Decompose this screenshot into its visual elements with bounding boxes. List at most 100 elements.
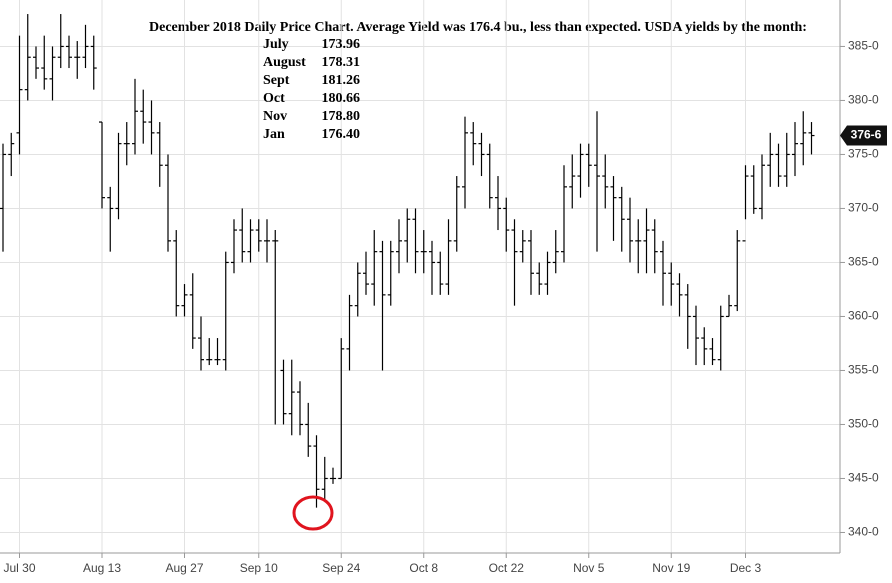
ohlc-bar <box>701 327 708 366</box>
ohlc-bar <box>577 143 584 198</box>
ohlc-bar <box>717 305 724 371</box>
ohlc-bar <box>511 219 518 306</box>
yield-month: Oct <box>263 91 285 106</box>
ohlc-bar <box>445 219 452 295</box>
ohlc-bar <box>363 251 369 295</box>
x-tick-label: Aug 27 <box>165 561 203 575</box>
ohlc-bar <box>173 230 180 317</box>
ohlc-bar <box>618 186 625 252</box>
x-tick-label: Nov 19 <box>652 561 690 575</box>
yield-value: 173.96 <box>322 37 361 52</box>
ohlc-bar <box>90 35 97 90</box>
ohlc-bar <box>115 132 122 220</box>
ohlc-bar <box>775 143 782 187</box>
y-tick-label: 350-0 <box>848 417 879 431</box>
ohlc-bar <box>264 219 270 263</box>
ohlc-bar <box>660 240 666 306</box>
ohlc-bar <box>561 165 567 263</box>
yield-value: 180.66 <box>322 91 361 106</box>
ohlc-bar <box>305 402 312 457</box>
ohlc-bar <box>808 122 815 155</box>
x-tick-label: Sep 10 <box>240 561 278 575</box>
ohlc-bar <box>437 251 444 295</box>
ohlc-bar <box>222 251 229 371</box>
x-tick-label: Oct 22 <box>489 561 525 575</box>
ohlc-bar <box>759 154 765 220</box>
ohlc-bar <box>16 35 23 155</box>
ohlc-bar <box>528 230 534 295</box>
ohlc-bar <box>478 132 485 177</box>
highlight-circle <box>292 495 334 531</box>
ohlc-bar <box>354 262 361 317</box>
ohlc-bar <box>750 165 757 214</box>
ohlc-bar <box>552 230 559 274</box>
ohlc-bar <box>536 262 543 295</box>
ohlc-bar <box>107 186 114 252</box>
ohlc-bar <box>396 219 402 274</box>
ohlc-bar <box>280 359 287 425</box>
ohlc-bar <box>693 305 699 366</box>
ohlc-bar <box>371 230 378 306</box>
ohlc-bar <box>503 197 510 252</box>
ohlc-bar <box>321 456 328 501</box>
ohlc-bar <box>486 143 493 209</box>
ohlc-bar <box>132 78 138 155</box>
ohlc-bar <box>420 230 427 274</box>
ohlc-bar <box>387 240 394 306</box>
yield-value: 178.80 <box>322 109 361 124</box>
x-tick-label: Sep 24 <box>322 561 360 575</box>
ohlc-bar <box>585 143 592 187</box>
y-tick-label: 340-0 <box>848 525 879 539</box>
ohlc-bar <box>602 154 609 209</box>
ohlc-bar <box>181 284 188 317</box>
ohlc-bar <box>214 338 221 366</box>
x-tick-label: Jul 30 <box>3 561 35 575</box>
x-tick-label: Oct 8 <box>409 561 438 575</box>
y-tick-label: 370-0 <box>848 201 879 215</box>
ohlc-bar <box>247 219 254 263</box>
y-tick-label: 385-0 <box>848 39 879 53</box>
ohlc-bar <box>668 262 675 306</box>
yield-month: Sept <box>263 73 290 88</box>
ohlc-bar <box>404 208 411 263</box>
ohlc-bar <box>49 46 56 101</box>
ohlc-bar <box>297 381 303 436</box>
y-tick-label: 380-0 <box>848 93 879 107</box>
ohlc-bar <box>33 46 39 79</box>
ohlc-bar <box>734 230 741 312</box>
ohlc-bar <box>123 122 130 166</box>
ohlc-bar <box>792 122 798 177</box>
ohlc-bar <box>470 122 477 166</box>
ohlc-bar <box>544 251 551 295</box>
ohlc-bar <box>462 116 468 209</box>
ohlc-bar <box>767 132 774 187</box>
ohlc-bar <box>338 338 345 480</box>
y-tick-label: 360-0 <box>848 309 879 323</box>
ohlc-bar <box>429 240 435 295</box>
ohlc-bar <box>165 154 171 252</box>
yield-month: July <box>263 37 289 52</box>
ohlc-bar <box>635 219 642 274</box>
yield-month: August <box>263 55 306 70</box>
ohlc-bar <box>288 359 295 436</box>
y-tick-label: 355-0 <box>848 363 879 377</box>
x-tick-label: Aug 13 <box>83 561 121 575</box>
ohlc-bar <box>643 208 650 274</box>
yield-value: 176.40 <box>322 127 361 142</box>
ohlc-bar <box>140 89 147 144</box>
ohlc-bar <box>676 273 683 317</box>
ohlc-bar <box>148 100 155 155</box>
ohlc-bar <box>189 273 196 349</box>
ohlc-bar <box>346 294 353 371</box>
ohlc-bar <box>272 230 279 425</box>
ohlc-bar <box>0 143 6 252</box>
y-tick-label: 365-0 <box>848 255 879 269</box>
ohlc-bar <box>99 121 105 209</box>
y-tick-label: 345-0 <box>848 471 879 485</box>
ohlc-bar <box>569 154 576 209</box>
ohlc-bar <box>41 35 48 90</box>
yield-month: Nov <box>263 109 287 124</box>
yield-month: Jan <box>263 127 285 142</box>
ohlc-bar <box>610 176 617 241</box>
